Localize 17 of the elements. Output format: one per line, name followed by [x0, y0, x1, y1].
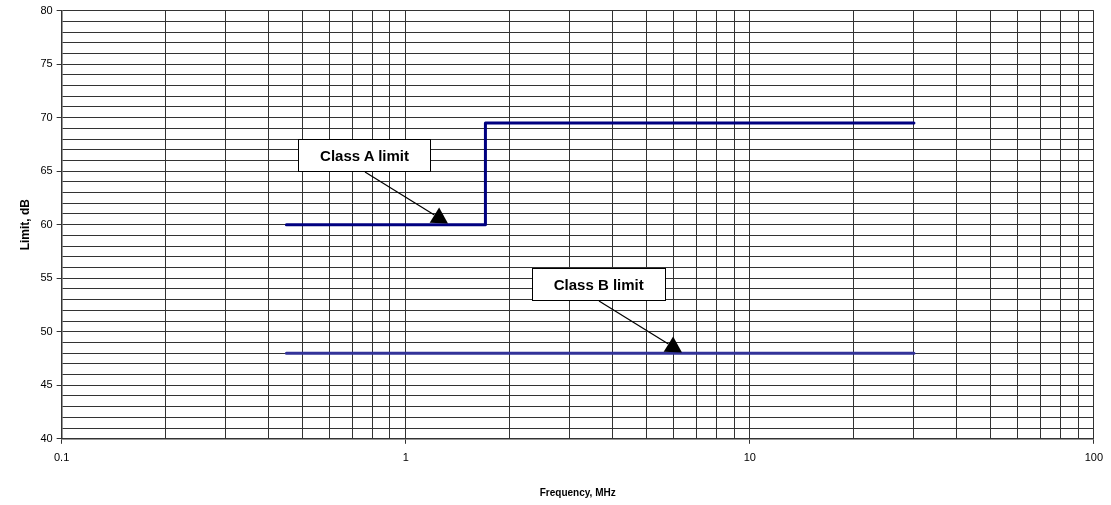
y-tick-label: 65	[40, 164, 53, 177]
x-tick-label: 0.1	[53, 451, 70, 464]
annotation: Class A limit	[298, 139, 432, 173]
y-tick-label: 70	[40, 110, 53, 123]
x-axis-title: Frequency, MHz	[539, 486, 616, 498]
y-tick-label: 55	[40, 271, 53, 284]
y-axis-title: Limit, dB	[17, 198, 32, 251]
x-tick-label: 100	[1084, 451, 1103, 464]
y-tick-label: 50	[40, 324, 53, 337]
x-tick-label: 1	[402, 451, 409, 464]
x-tick-label: 10	[743, 451, 756, 464]
y-tick-label: 75	[40, 57, 53, 70]
y-tick-label: 45	[40, 378, 53, 391]
annotation: Class B limit	[531, 267, 666, 301]
y-tick-label: 60	[40, 217, 53, 230]
y-tick-label: 80	[40, 3, 53, 16]
y-tick-label: 40	[40, 431, 53, 444]
